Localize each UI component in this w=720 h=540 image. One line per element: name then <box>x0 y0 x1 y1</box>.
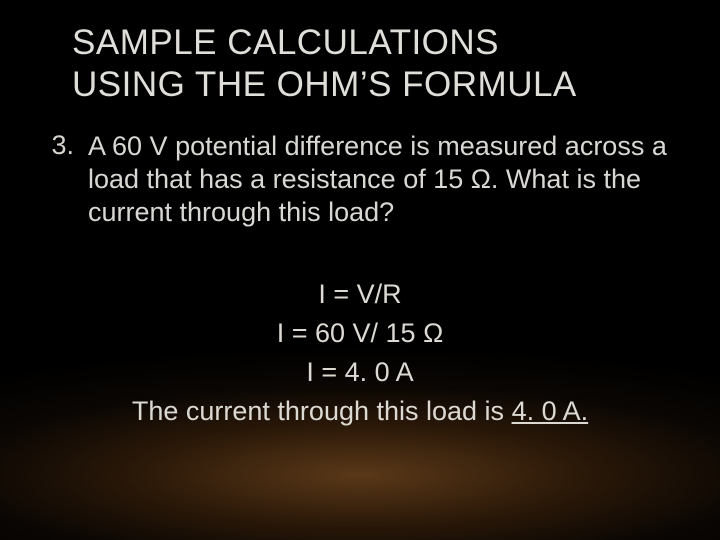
slide-title: SAMPLE CALCULATIONS USING THE OHM’S FORM… <box>0 0 720 106</box>
list-number: 3. <box>42 130 88 161</box>
title-line-2: USING THE OHM’S FORMULA <box>72 65 577 104</box>
title-line-1: SAMPLE CALCULATIONS <box>72 23 499 62</box>
answer-sentence: The current through this load is 4. 0 A. <box>42 396 678 427</box>
calc-line-2: I = 60 V/ 15 Ω <box>42 314 678 353</box>
calc-line-1: I = V/R <box>42 275 678 314</box>
calculation-block: I = V/R I = 60 V/ 15 Ω I = 4. 0 A <box>42 275 678 392</box>
answer-value: 4. 0 A. <box>512 396 589 426</box>
list-item: 3. A 60 V potential difference is measur… <box>42 130 678 229</box>
question-text: A 60 V potential difference is measured … <box>88 130 678 229</box>
answer-prefix: The current through this load is <box>132 396 512 426</box>
slide-body: 3. A 60 V potential difference is measur… <box>0 106 720 427</box>
calc-line-3: I = 4. 0 A <box>42 353 678 392</box>
